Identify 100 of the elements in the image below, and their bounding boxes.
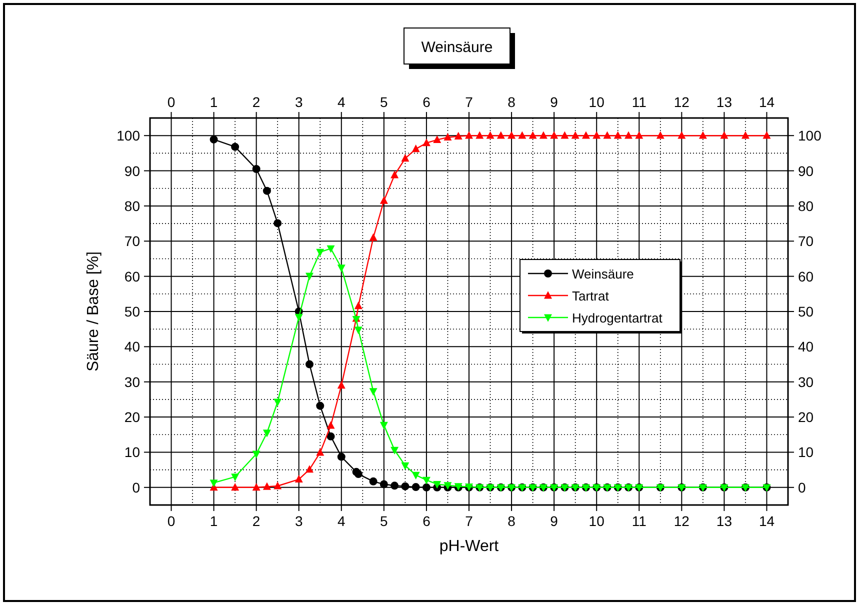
point xyxy=(369,233,378,241)
point xyxy=(294,474,303,483)
point xyxy=(582,131,590,139)
point xyxy=(401,154,410,162)
point xyxy=(508,131,516,139)
point xyxy=(231,142,240,151)
point xyxy=(252,165,260,174)
y-tick-label: 90 xyxy=(124,162,140,179)
point xyxy=(741,131,750,139)
x2-tick-label: 12 xyxy=(674,94,690,110)
x2-tick-label: 13 xyxy=(716,94,732,110)
point xyxy=(380,196,388,204)
point xyxy=(262,186,271,195)
point xyxy=(316,402,324,410)
y-axis-title: Säure / Base [%] xyxy=(85,251,102,372)
x2-tick-label: 3 xyxy=(294,94,303,110)
x2-tick-label: 14 xyxy=(758,94,775,110)
point xyxy=(354,326,362,334)
point xyxy=(624,131,632,139)
point xyxy=(433,135,442,144)
y2-tick-label: 30 xyxy=(798,374,814,390)
y-tick-label: 100 xyxy=(116,128,140,144)
x2-tick-label: 4 xyxy=(338,94,346,110)
point xyxy=(476,131,484,139)
point xyxy=(496,131,505,139)
x-tick-label: 11 xyxy=(632,513,647,529)
point xyxy=(210,480,218,488)
point xyxy=(571,131,580,139)
y-tick-label: 10 xyxy=(124,444,140,460)
point xyxy=(354,470,362,478)
x-tick-label: 6 xyxy=(422,513,431,529)
point xyxy=(326,421,335,429)
point xyxy=(412,144,420,152)
point xyxy=(528,131,537,139)
point xyxy=(252,483,260,491)
point xyxy=(306,360,314,368)
point xyxy=(380,480,388,488)
x-tick-label: 9 xyxy=(550,513,558,529)
x-tick-label: 7 xyxy=(465,513,474,529)
y-tick-label: 50 xyxy=(124,304,140,320)
y-tick-label: 80 xyxy=(124,198,140,214)
point xyxy=(635,131,644,139)
y2-tick-label: 70 xyxy=(798,233,814,250)
x2-tick-label: 1 xyxy=(210,94,218,110)
point xyxy=(592,131,601,139)
legend-label: Hydrogentartrat xyxy=(572,310,663,326)
x-tick-label: 3 xyxy=(294,513,303,529)
y-tick-label: 30 xyxy=(124,374,140,390)
y-tick-label: 60 xyxy=(124,268,140,284)
point xyxy=(294,314,303,322)
y-tick-label: 70 xyxy=(124,233,140,250)
point xyxy=(550,131,558,139)
point xyxy=(422,138,430,146)
y2-tick-label: 0 xyxy=(798,479,806,496)
y2-tick-label: 100 xyxy=(798,128,822,144)
point xyxy=(412,472,420,480)
point xyxy=(316,248,324,256)
point xyxy=(422,483,430,492)
point xyxy=(337,264,346,272)
point xyxy=(369,388,378,396)
point xyxy=(486,131,494,139)
point xyxy=(262,482,271,490)
point xyxy=(326,432,335,440)
point xyxy=(454,132,462,140)
point xyxy=(539,131,548,139)
x2-tick-label: 9 xyxy=(550,94,558,110)
point xyxy=(603,131,612,139)
point xyxy=(316,448,324,456)
point xyxy=(354,301,362,310)
point xyxy=(433,481,442,489)
y2-tick-label: 10 xyxy=(798,444,814,460)
x2-tick-label: 7 xyxy=(465,94,474,110)
point xyxy=(210,135,218,144)
x-tick-label: 12 xyxy=(674,513,690,529)
point xyxy=(326,245,335,253)
point xyxy=(274,482,282,490)
x-tick-label: 5 xyxy=(380,513,388,529)
point xyxy=(274,398,282,406)
x-tick-label: 0 xyxy=(167,513,176,529)
x2-tick-label: 10 xyxy=(588,94,605,110)
point xyxy=(720,131,728,139)
legend-label: Weinsäure xyxy=(572,266,634,282)
point xyxy=(444,132,452,141)
x-tick-label: 10 xyxy=(588,513,605,529)
y2-tick-label: 60 xyxy=(798,268,814,284)
x2-tick-label: 11 xyxy=(632,94,647,110)
point xyxy=(465,131,473,139)
point xyxy=(518,131,526,139)
point xyxy=(252,450,260,458)
y2-tick-label: 20 xyxy=(798,409,814,426)
x-tick-label: 14 xyxy=(758,513,775,529)
point xyxy=(656,131,664,139)
y2-tick-label: 50 xyxy=(798,304,814,320)
y-tick-label: 0 xyxy=(132,479,140,496)
x-tick-label: 1 xyxy=(210,513,218,529)
x-axis-title: pH-Wert xyxy=(439,538,500,555)
x2-tick-label: 0 xyxy=(167,94,176,110)
point xyxy=(390,482,399,490)
point xyxy=(401,462,410,470)
point xyxy=(306,272,314,280)
